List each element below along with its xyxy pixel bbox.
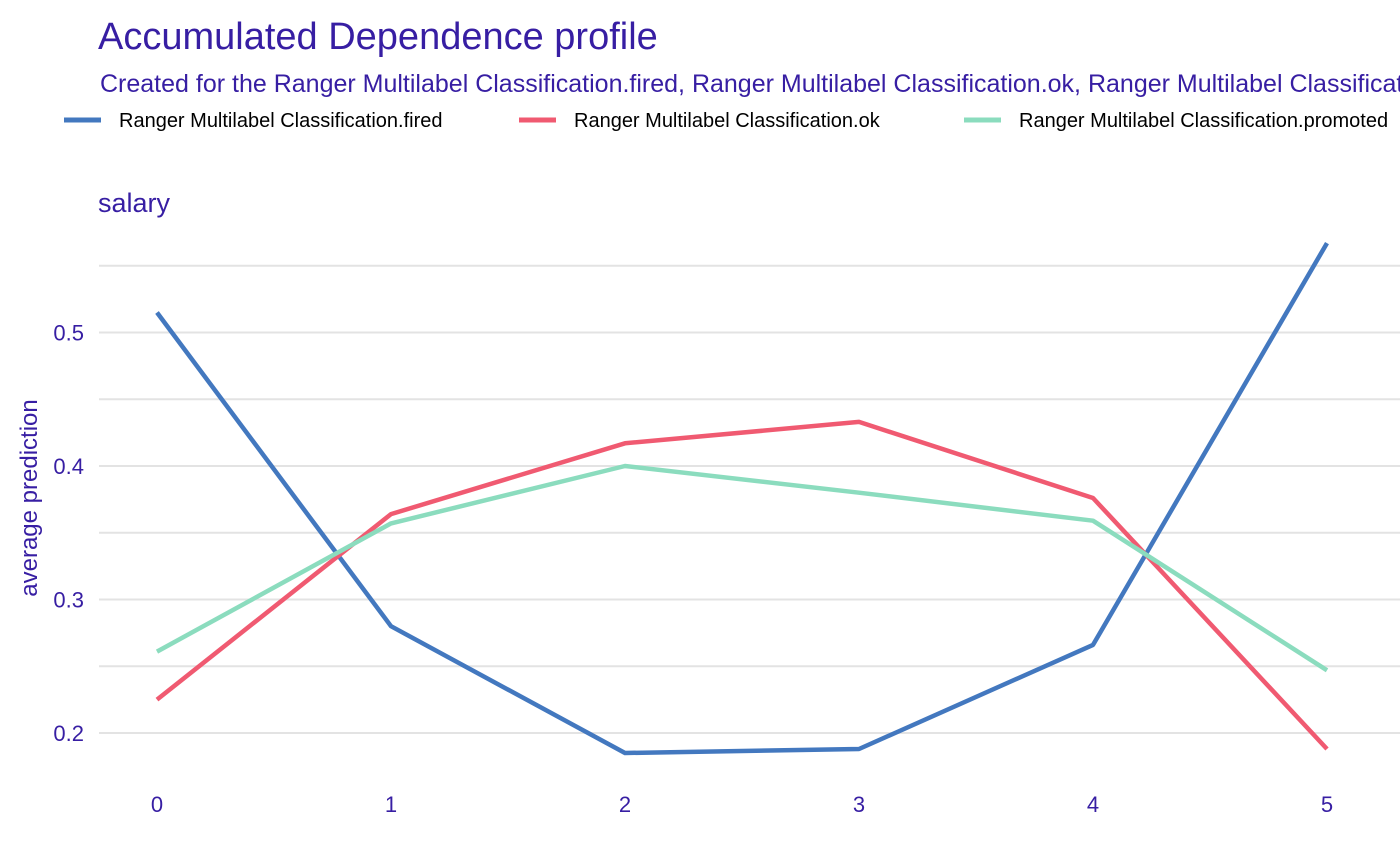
legend-label: Ranger Multilabel Classification.promote… [1019, 110, 1388, 132]
legend-label: Ranger Multilabel Classification.ok [574, 110, 881, 132]
series-line [155, 241, 1329, 756]
x-tick-label: 0 [151, 792, 163, 817]
x-tick-label: 1 [385, 792, 397, 817]
chart-title: Accumulated Dependence profile [98, 16, 658, 58]
y-tick-label: 0.5 [53, 321, 84, 346]
x-tick-label: 3 [853, 792, 865, 817]
y-tick-label: 0.4 [53, 454, 84, 479]
legend: Ranger Multilabel Classification.fired Ra… [64, 110, 1388, 132]
x-axis-ticks: 0 1 2 3 4 5 [151, 792, 1333, 817]
series-line [155, 419, 1329, 751]
chart-subtitle: Created for the Ranger Multilabel Classi… [100, 70, 1400, 98]
y-tick-label: 0.2 [53, 721, 84, 746]
series-lines [155, 241, 1329, 756]
legend-label: Ranger Multilabel Classification.fired [119, 110, 442, 132]
panel-title: salary [98, 188, 171, 218]
y-tick-label: 0.3 [53, 588, 84, 613]
y-axis-label: average prediction [16, 399, 43, 596]
series-line [155, 463, 1329, 673]
grid [99, 264, 1400, 734]
x-tick-label: 2 [619, 792, 631, 817]
x-tick-label: 4 [1087, 792, 1099, 817]
y-axis-ticks: 0.2 0.3 0.4 0.5 [53, 321, 84, 747]
x-tick-label: 5 [1321, 792, 1333, 817]
